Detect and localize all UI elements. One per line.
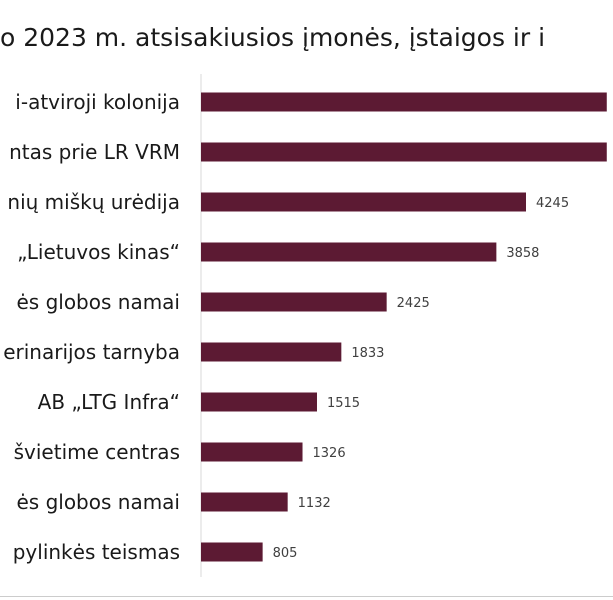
bar [201, 142, 607, 162]
category-label: ntas prie LR VRM [9, 140, 180, 164]
bar [201, 292, 387, 312]
category-label: erinarijos tarnyba [3, 340, 180, 364]
bar [201, 242, 497, 262]
category-label: pylinkės teismas [13, 540, 180, 564]
category-label: AB „LTG Infra“ [38, 390, 180, 414]
value-label: 1833 [351, 346, 384, 361]
category-label: švietime centras [14, 440, 180, 464]
chart-title: o 2023 m. atsisakiusios įmonės, įstaigos… [0, 23, 545, 52]
category-label: i-atviroji kolonija [15, 90, 180, 114]
bar [201, 542, 263, 562]
bar [201, 192, 526, 212]
bar [201, 392, 317, 412]
value-label: 805 [273, 546, 298, 561]
bar [201, 442, 303, 462]
bar [201, 92, 607, 112]
bottom-divider [0, 596, 613, 597]
bar [201, 342, 342, 362]
bars-group: i-atviroji kolonija ntas prie LR VRM nių m… [3, 90, 607, 564]
category-label: ės globos namai [16, 490, 180, 514]
value-label: 4245 [536, 196, 569, 211]
value-label: 3858 [506, 246, 539, 261]
category-label: ės globos namai [16, 290, 180, 314]
bar [201, 492, 288, 512]
category-label: nių miškų urėdija [7, 190, 180, 214]
category-label: „Lietuvos kinas“ [17, 240, 180, 264]
value-label: 1326 [313, 446, 346, 461]
value-label: 1132 [298, 496, 331, 511]
value-label: 2425 [397, 296, 430, 311]
value-label: 1515 [327, 396, 360, 411]
